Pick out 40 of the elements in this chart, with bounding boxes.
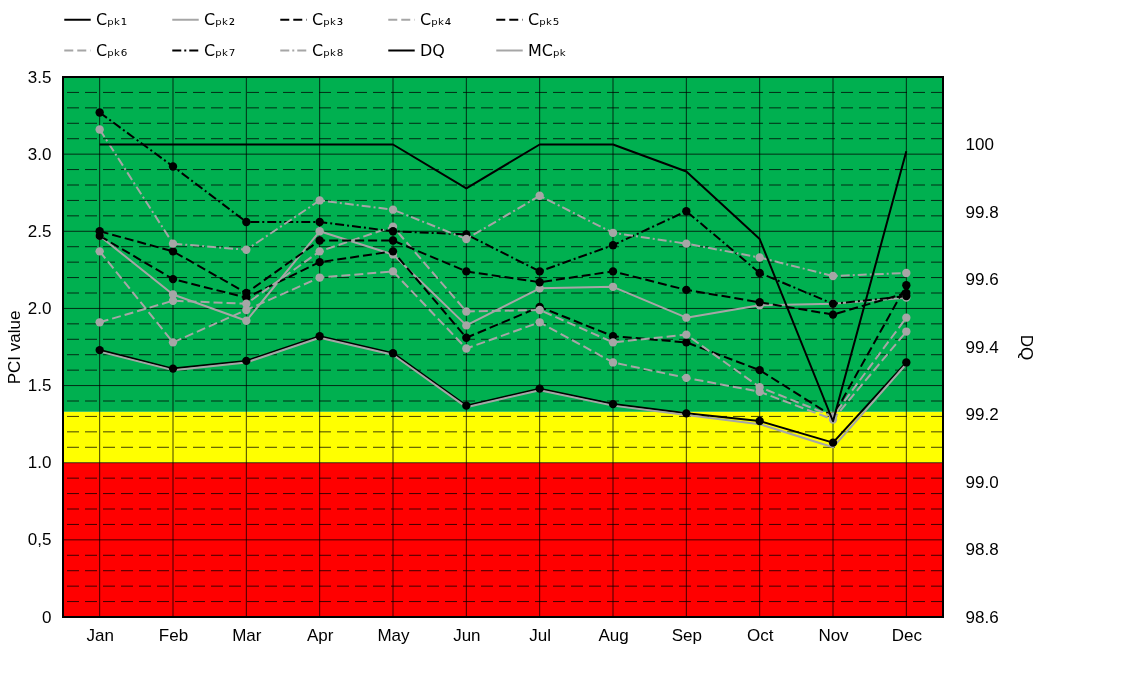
legend-label: Cₚₖ₃ <box>312 9 344 29</box>
y2-tick-label: 99.2 <box>965 405 999 424</box>
x-tick-label: May <box>377 625 411 645</box>
y-tick-label: 2.5 <box>27 221 52 241</box>
x-tick-label: Jan <box>86 625 114 645</box>
x-tick-label: Nov <box>818 625 850 645</box>
legend-label: MCₚₖ <box>528 40 567 60</box>
y2-tick-label: 99.0 <box>965 472 999 492</box>
legend-label: Cₚₖ₈ <box>312 40 344 60</box>
legend-label: Cₚₖ₇ <box>204 40 236 60</box>
y2-tick-label: 99.8 <box>965 202 999 222</box>
x-tick-label: Oct <box>746 625 774 645</box>
legend-label: Cₚₖ₂ <box>204 9 236 29</box>
legend-label: Cₚₖ₄ <box>420 9 452 29</box>
y-tick-label: 3.0 <box>27 144 52 164</box>
x-tick-label: Jun <box>453 625 481 645</box>
x-tick-label: Apr <box>306 625 334 645</box>
y-tick-label: 1.0 <box>27 453 52 473</box>
y-tick-label: 0,5 <box>27 530 52 550</box>
y-axis-title: PCI value <box>4 310 24 385</box>
x-tick-label: Mar <box>232 625 262 645</box>
y2-axis-title: DQ <box>1016 334 1036 361</box>
y-tick-label: 3.5 <box>27 67 52 87</box>
x-tick-label: Jul <box>529 625 552 645</box>
y-tick-label: 2.0 <box>27 298 52 318</box>
y2-tick-label: 100 <box>965 135 994 154</box>
x-tick-label: Feb <box>158 625 189 645</box>
x-tick-label: Aug <box>598 625 629 645</box>
y2-tick-label: 98.8 <box>965 540 999 559</box>
y2-tick-label: 99.6 <box>965 270 999 289</box>
legend-label: DQ <box>420 40 445 60</box>
legend-label: Cₚₖ₅ <box>528 9 560 29</box>
y-tick-label: 0 <box>42 607 52 627</box>
legend-label: Cₚₖ₆ <box>96 40 128 60</box>
x-tick-label: Dec <box>891 625 923 645</box>
x-tick-label: Sep <box>671 625 702 645</box>
y-tick-label: 1.5 <box>27 376 52 396</box>
legend-label: Cₚₖ₁ <box>96 9 128 29</box>
y2-tick-label: 98.6 <box>965 607 999 627</box>
y2-tick-label: 99.4 <box>965 337 999 357</box>
